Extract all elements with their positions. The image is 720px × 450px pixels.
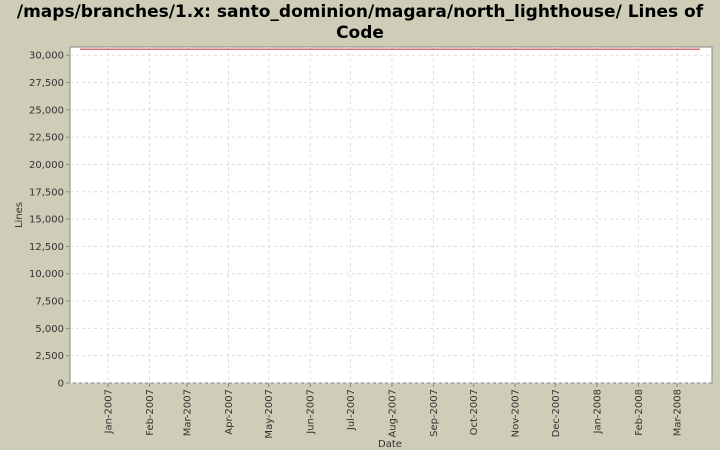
x-tick-label: Jan-2007 [104,389,115,434]
x-tick-label: Sep-2007 [429,389,440,437]
chart-title: /maps/branches/1.x: santo_dominion/magar… [16,2,704,43]
y-tick-label: 20,000 [29,160,64,171]
x-tick-label: Mar-2008 [673,389,684,436]
x-tick-label: Jun-2007 [306,389,317,435]
x-tick-label: Dec-2007 [551,389,562,437]
plot-area [69,46,713,384]
y-tick-label: 5,000 [35,324,64,335]
y-tick-label: 25,000 [29,105,64,116]
y-tick-label: 17,500 [29,187,64,198]
y-tick-label: 0 [58,379,64,390]
y-tick-label: 2,500 [35,351,64,362]
x-tick-label: Mar-2007 [183,389,194,436]
x-tick-label: Feb-2007 [145,389,156,436]
x-tick-label: Aug-2007 [387,389,398,438]
y-tick-label: 10,000 [29,269,64,280]
x-tick-label: Jan-2008 [592,389,603,434]
y-tick-label: 7,500 [35,297,64,308]
x-tick-label: Oct-2007 [469,389,480,435]
x-tick-label: May-2007 [264,389,275,439]
y-axis-label: Lines [14,202,25,228]
x-axis-label: Date [378,439,402,450]
x-tick-label: Feb-2008 [634,389,645,436]
y-tick-label: 22,500 [29,133,64,144]
x-tick-label: Jul-2007 [346,389,357,431]
x-tick-label: Apr-2007 [224,389,235,435]
x-tick-label: Nov-2007 [511,389,522,437]
y-tick-label: 27,500 [29,78,64,89]
y-tick-label: 30,000 [29,51,64,62]
y-tick-label: 12,500 [29,242,64,253]
y-tick-label: 15,000 [29,215,64,226]
